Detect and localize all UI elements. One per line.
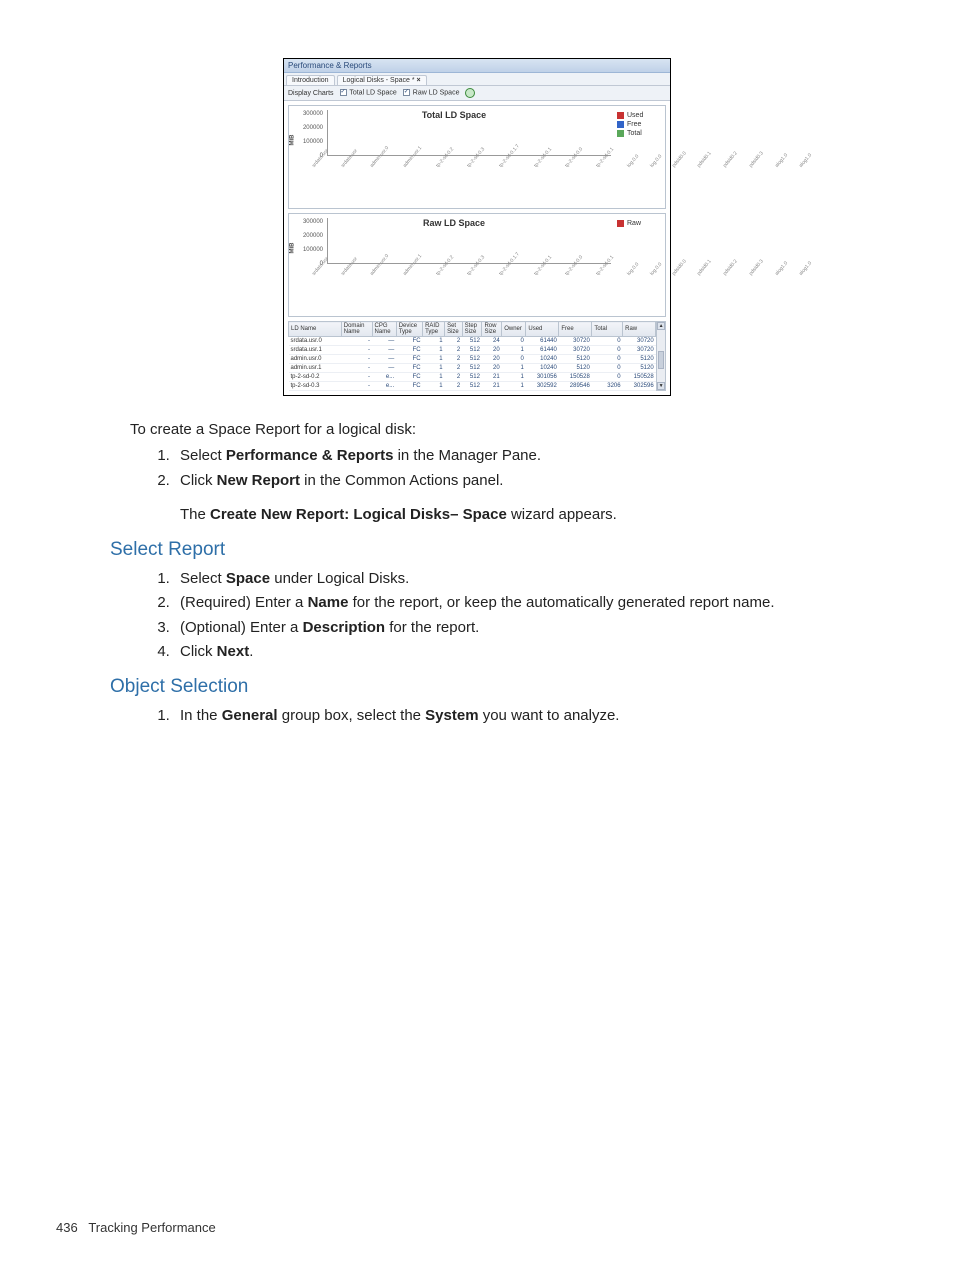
col-header[interactable]: Raw (623, 322, 656, 337)
table-row[interactable]: srdata.usr.0-—FC125122406144030720030720 (289, 337, 656, 346)
step-item: Select Performance & Reports in the Mana… (174, 446, 886, 466)
table-row[interactable]: admin.usr.1-—FC1251220110240512005120 (289, 364, 656, 373)
step-item: Click New Report in the Common Actions p… (174, 471, 886, 491)
chart1-yticks: 0100000200000300000 (293, 110, 325, 156)
col-header[interactable]: Total (592, 322, 623, 337)
step-item: (Optional) Enter a Description for the r… (174, 618, 886, 638)
chart-total-ld-space: Total LD Space MiB 0100000200000300000 s… (288, 105, 666, 209)
step-item: (Required) Enter a Name for the report, … (174, 593, 886, 613)
select-report-steps: Select Space under Logical Disks. (Requir… (130, 569, 886, 662)
chart2-plot (327, 218, 611, 264)
chart1-xticks: srdata.usrsrdata.usradmin.usr.0admin.usr… (327, 158, 611, 210)
checkbox-total-ld[interactable] (340, 89, 347, 96)
section-select-report: Select Report (110, 539, 886, 561)
col-header[interactable]: Free (559, 322, 592, 337)
window-titlebar: Performance & Reports (284, 59, 670, 73)
step-item: In the General group box, select the Sys… (174, 706, 886, 726)
table-row[interactable]: admin.usr.0-—FC1251220010240512005120 (289, 355, 656, 364)
col-header[interactable]: Set Size (445, 322, 463, 337)
scroll-up-icon[interactable]: ▲ (657, 322, 665, 330)
table-row[interactable]: tp-2-sd-0.2-e...FC1251221130105615052801… (289, 373, 656, 382)
col-header[interactable]: LD Name (289, 322, 342, 337)
checkbox-raw-ld[interactable] (403, 89, 410, 96)
table-row[interactable]: tp-2-sd-0.3-e...FC1251221130259228954632… (289, 382, 656, 391)
col-header[interactable]: Row Size (482, 322, 502, 337)
tab-logical-disks-space[interactable]: Logical Disks - Space * (337, 75, 427, 85)
step-item: Select Space under Logical Disks. (174, 569, 886, 589)
intro-after-bold: Create New Report: Logical Disks– Space (210, 506, 507, 523)
checkbox-total-ld-label: Total LD Space (349, 90, 396, 97)
display-charts-label: Display Charts (288, 90, 334, 97)
tab-bar: Introduction Logical Disks - Space * (284, 73, 670, 86)
col-header[interactable]: Domain Name (341, 322, 372, 337)
page-footer: 436 Tracking Performance (56, 1220, 216, 1235)
refresh-icon[interactable] (465, 88, 475, 98)
checkbox-raw-ld-label: Raw LD Space (413, 90, 460, 97)
col-header[interactable]: Step Size (462, 322, 482, 337)
intro-para: To create a Space Report for a logical d… (130, 420, 886, 440)
chart2-xticks: srdata.usrsrdata.usradmin.usr.0admin.usr… (327, 266, 611, 318)
data-table-wrap: LD NameDomain NameCPG NameDevice TypeRAI… (288, 321, 666, 391)
scroll-down-icon[interactable]: ▼ (657, 382, 665, 390)
col-header[interactable]: CPG Name (372, 322, 396, 337)
intro-after-pre: The (180, 506, 210, 523)
tab-introduction[interactable]: Introduction (286, 75, 335, 85)
intro-after: The Create New Report: Logical Disks– Sp… (180, 505, 886, 525)
intro-after-post: wizard appears. (507, 506, 617, 523)
step-item: Click Next. (174, 642, 886, 662)
scroll-thumb[interactable] (658, 351, 664, 369)
col-header[interactable]: Used (526, 322, 559, 337)
table-scrollbar[interactable]: ▲ ▼ (656, 321, 666, 391)
chart2-yticks: 0100000200000300000 (293, 218, 325, 264)
table-row[interactable]: srdata.usr.1-—FC125122016144030720030720 (289, 346, 656, 355)
chart-toolbar: Display Charts Total LD Space Raw LD Spa… (284, 86, 670, 101)
chart1-plot (327, 110, 611, 156)
footer-page-number: 436 (56, 1220, 78, 1235)
chart-raw-ld-space: Raw LD Space MiB 0100000200000300000 srd… (288, 213, 666, 317)
app-screenshot: Performance & Reports Introduction Logic… (283, 58, 671, 396)
footer-section-label: Tracking Performance (88, 1220, 215, 1235)
col-header[interactable]: RAID Type (423, 322, 445, 337)
col-header[interactable]: Device Type (396, 322, 422, 337)
intro-steps: Select Performance & Reports in the Mana… (130, 446, 886, 491)
section-object-selection: Object Selection (110, 676, 886, 698)
col-header[interactable]: Owner (502, 322, 526, 337)
object-selection-steps: In the General group box, select the Sys… (130, 706, 886, 726)
data-table: LD NameDomain NameCPG NameDevice TypeRAI… (288, 321, 656, 391)
